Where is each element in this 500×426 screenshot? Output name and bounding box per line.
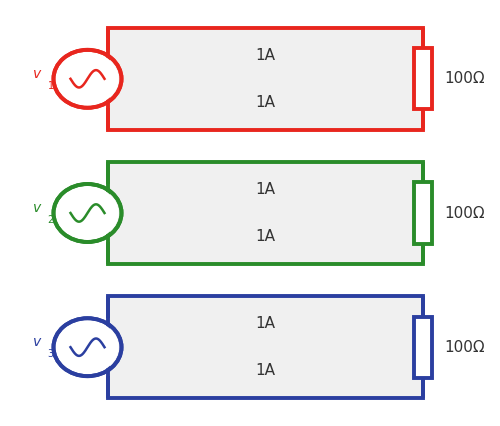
Text: 1A: 1A bbox=[255, 95, 275, 110]
Text: 1A: 1A bbox=[255, 229, 275, 244]
Text: 2: 2 bbox=[48, 215, 54, 225]
Text: 1A: 1A bbox=[255, 48, 275, 63]
Bar bbox=[414, 48, 432, 109]
Text: 1A: 1A bbox=[255, 316, 275, 331]
Text: 100Ω: 100Ω bbox=[444, 71, 484, 86]
Text: 100Ω: 100Ω bbox=[444, 340, 484, 355]
Text: v: v bbox=[32, 335, 41, 349]
Bar bbox=[108, 296, 422, 398]
Text: v: v bbox=[32, 201, 41, 215]
Bar bbox=[108, 28, 422, 130]
Text: 1A: 1A bbox=[255, 182, 275, 197]
Bar bbox=[414, 182, 432, 244]
Circle shape bbox=[56, 320, 119, 374]
Text: 100Ω: 100Ω bbox=[444, 205, 484, 221]
Bar bbox=[414, 317, 432, 378]
Text: 1: 1 bbox=[48, 81, 54, 91]
Bar bbox=[108, 162, 422, 264]
Circle shape bbox=[56, 186, 119, 240]
Circle shape bbox=[56, 52, 119, 106]
Text: v: v bbox=[32, 67, 41, 81]
Text: 3: 3 bbox=[48, 349, 54, 359]
Text: 1A: 1A bbox=[255, 363, 275, 378]
